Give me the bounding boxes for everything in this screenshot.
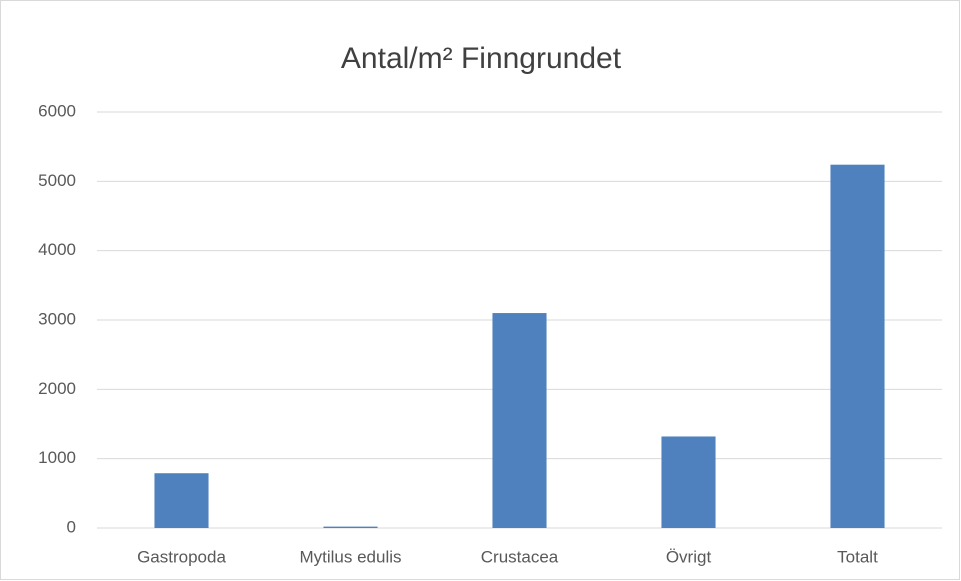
y-tick-label: 0 bbox=[67, 517, 76, 536]
y-tick-label: 1000 bbox=[38, 448, 76, 467]
x-tick-label: Mytilus edulis bbox=[299, 547, 401, 566]
x-tick-label: Totalt bbox=[837, 547, 878, 566]
x-tick-label: Crustacea bbox=[481, 547, 559, 566]
y-tick-label: 6000 bbox=[38, 101, 76, 120]
y-tick-label: 3000 bbox=[38, 309, 76, 328]
y-tick-label: 2000 bbox=[38, 379, 76, 398]
bar bbox=[154, 473, 209, 528]
x-tick-label: Övrigt bbox=[666, 547, 712, 566]
chart-title: Antal/m² Finngrundet bbox=[341, 42, 622, 75]
bar bbox=[661, 436, 716, 528]
x-tick-label: Gastropoda bbox=[137, 547, 226, 566]
bar bbox=[830, 164, 885, 528]
bar bbox=[323, 526, 378, 528]
y-tick-label: 4000 bbox=[38, 240, 76, 259]
y-tick-label: 5000 bbox=[38, 171, 76, 190]
bar bbox=[492, 313, 547, 528]
